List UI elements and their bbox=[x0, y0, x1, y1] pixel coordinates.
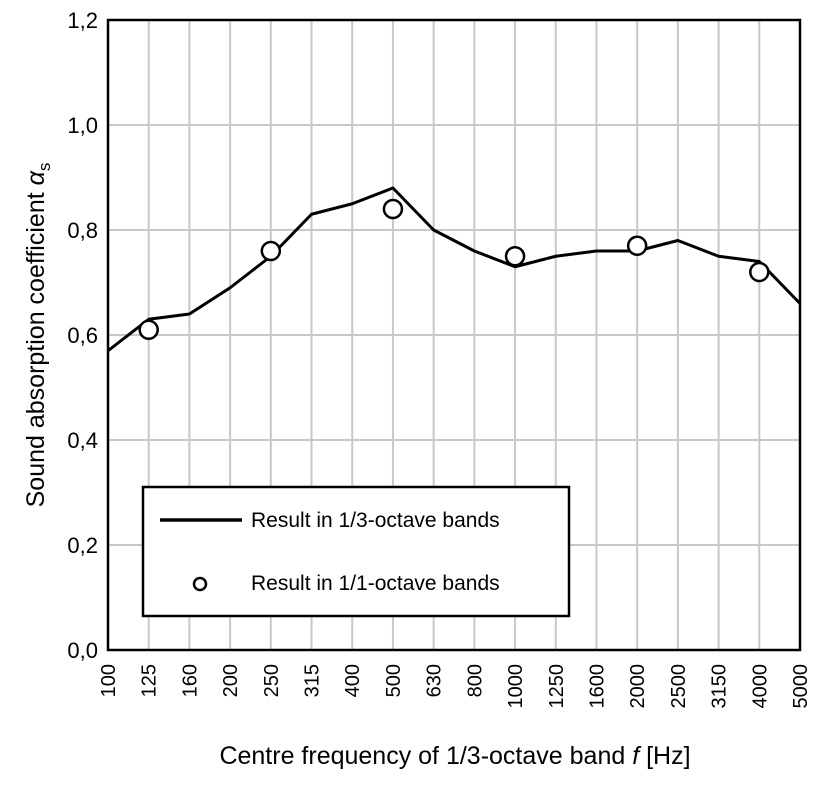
x-tick-label: 250 bbox=[261, 664, 283, 697]
x-tick-label: 400 bbox=[342, 664, 364, 697]
y-tick-label: 1,0 bbox=[67, 113, 98, 138]
x-tick-label: 630 bbox=[424, 664, 446, 697]
x-tick-label: 500 bbox=[383, 664, 405, 697]
y-tick-label: 1,2 bbox=[67, 8, 98, 33]
x-axis-label-suffix: [Hz] bbox=[639, 742, 690, 770]
x-tick-label: 4000 bbox=[749, 664, 771, 709]
x-tick-label: 5000 bbox=[790, 664, 812, 709]
y-axis-label-variable: α bbox=[22, 170, 50, 185]
x-tick-label: 125 bbox=[139, 664, 161, 697]
x-tick-label: 200 bbox=[220, 664, 242, 697]
data-point-octave bbox=[382, 198, 404, 220]
y-axis-label-subscript: s bbox=[35, 163, 54, 172]
series-line-layer bbox=[107, 186, 802, 352]
x-tick-label: 160 bbox=[179, 664, 201, 697]
x-tick-label: 1250 bbox=[546, 664, 568, 709]
plot-frame bbox=[106, 18, 802, 652]
data-point-octave bbox=[138, 319, 159, 340]
y-tick-label: 0,2 bbox=[67, 533, 98, 558]
data-point-octave bbox=[260, 240, 282, 262]
x-tick-labels: 100 125 160 200 250 315 400 500 630 800 1000 1250 16… bbox=[98, 664, 812, 709]
x-tick-label: 1000 bbox=[505, 664, 527, 709]
y-tick-label: 0,6 bbox=[67, 323, 98, 348]
y-tick-label: 0,0 bbox=[67, 638, 98, 663]
y-tick-label: 0,4 bbox=[67, 428, 98, 453]
x-tick-label: 2000 bbox=[627, 664, 649, 709]
y-tick-label: 0,8 bbox=[67, 218, 98, 243]
y-tick-labels: 0,0 0,2 0,4 0,6 0,8 1,0 1,2 bbox=[67, 8, 98, 663]
legend: Result in 1/3-octave bands Result in 1/1… bbox=[141, 485, 571, 618]
legend-marker-swatch bbox=[192, 576, 208, 592]
y-axis-label: Sound absorption coefficient αs bbox=[22, 163, 54, 508]
x-axis-label-variable: f bbox=[632, 742, 642, 770]
data-point-octave bbox=[626, 235, 648, 256]
legend-label-third-octave: Result in 1/3-octave bands bbox=[251, 509, 500, 532]
data-point-octave bbox=[504, 246, 526, 267]
x-tick-label: 2500 bbox=[668, 664, 690, 709]
legend-box bbox=[141, 485, 571, 618]
x-axis-label-prefix: Centre frequency of 1/3-octave band bbox=[219, 742, 632, 770]
x-tick-label: 3150 bbox=[709, 664, 731, 709]
x-tick-label: 315 bbox=[302, 664, 324, 697]
y-axis-label-prefix: Sound absorption coefficient bbox=[22, 185, 50, 507]
x-tick-label: 100 bbox=[98, 664, 120, 697]
x-tick-label: 800 bbox=[464, 664, 486, 697]
series-line-third-octave bbox=[107, 186, 802, 352]
x-axis-label: Centre frequency of 1/3-octave band f [H… bbox=[219, 742, 690, 770]
data-point-octave bbox=[749, 261, 770, 283]
series-marker-layer bbox=[138, 198, 770, 340]
x-tick-label: 1600 bbox=[586, 664, 608, 709]
legend-label-octave: Result in 1/1-octave bands bbox=[251, 572, 500, 595]
